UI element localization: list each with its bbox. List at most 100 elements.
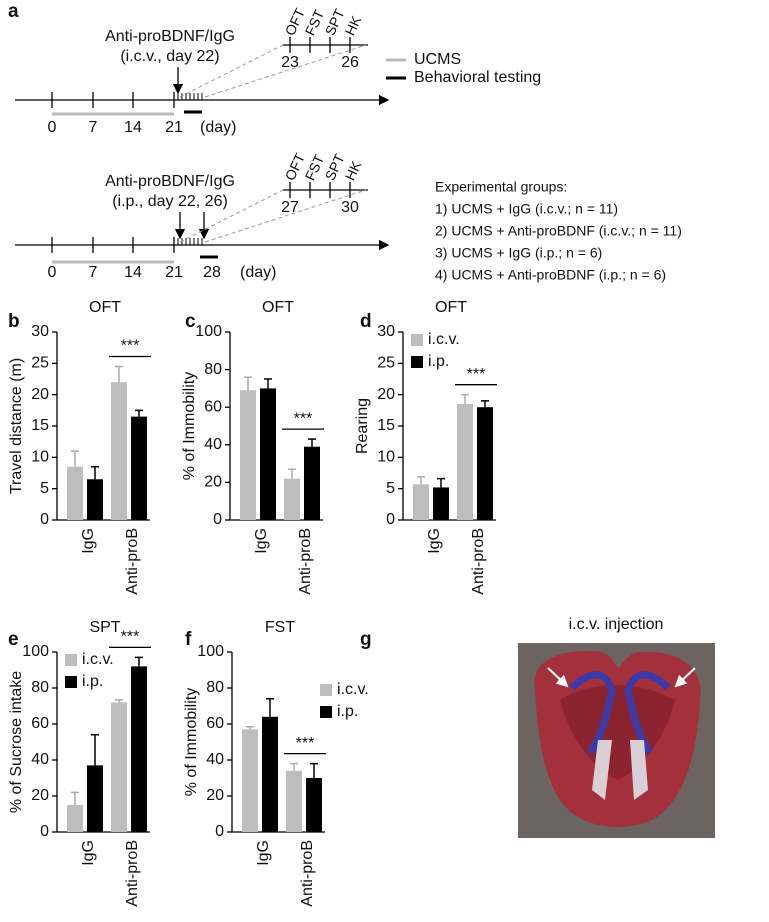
y-tick-label: 10: [31, 449, 49, 466]
error-bar: [71, 450, 79, 467]
bar: [304, 446, 320, 520]
panel-label: f: [185, 629, 192, 650]
y-tick-label: 15: [31, 417, 49, 434]
zoom-line: [204, 189, 367, 243]
panel-label: g: [360, 629, 372, 650]
bar: [242, 729, 258, 832]
test-label: HK: [342, 158, 365, 183]
y-tick-label: 20: [206, 787, 224, 804]
error-bar: [461, 393, 469, 405]
bar: [131, 416, 147, 520]
injection-label: Anti-proBDNF/IgG: [105, 173, 235, 190]
legend-label: UCMS: [414, 51, 461, 68]
inset-day: 23: [281, 54, 299, 71]
y-tick-label: 80: [31, 679, 49, 696]
bar: [67, 466, 83, 520]
y-tick-label: 0: [386, 511, 395, 528]
bar: [284, 478, 300, 520]
day-label: 14: [124, 264, 142, 281]
inset-day: 27: [281, 199, 299, 216]
y-tick-label: 0: [40, 823, 49, 840]
legend-label: i.p.: [82, 673, 103, 690]
x-tick-label: Anti-proB: [124, 840, 141, 907]
bar: [240, 390, 256, 520]
y-axis-label: Rearing: [354, 398, 371, 454]
y-tick-label: 40: [206, 751, 224, 768]
error-bar: [290, 762, 298, 771]
bar: [286, 770, 302, 832]
significance-label: ***: [121, 629, 140, 646]
chart-title: OFT: [89, 299, 121, 316]
y-tick-label: 60: [206, 715, 224, 732]
panel-label: c: [185, 311, 196, 332]
day-label: 21: [165, 119, 183, 136]
zoom-line: [204, 44, 367, 98]
inset-day: 26: [341, 54, 359, 71]
day-label: 7: [89, 119, 98, 136]
day-label: 7: [89, 264, 98, 281]
day-unit: (day): [200, 119, 236, 136]
error-bar: [310, 762, 318, 778]
error-bar: [91, 465, 99, 480]
panel-label: b: [8, 311, 20, 332]
group-item: 4) UCMS + Anti-proBDNF (i.p.; n = 6): [435, 267, 666, 283]
bar: [131, 666, 147, 832]
y-tick-label: 0: [215, 823, 224, 840]
significance-label: ***: [121, 338, 140, 355]
brain-photo: [518, 643, 715, 838]
error-bar: [288, 468, 296, 479]
zoom-line: [179, 44, 284, 98]
day-label: 14: [124, 119, 142, 136]
legend-swatch: [320, 684, 332, 696]
significance-label: ***: [467, 366, 486, 383]
inset-day: 30: [341, 199, 359, 216]
y-tick-label: 0: [40, 511, 49, 528]
error-bar: [135, 409, 143, 417]
error-bar: [481, 400, 489, 408]
y-axis-label: % of Sucrose intake: [8, 671, 25, 813]
bar: [87, 765, 103, 832]
day-label: 28: [203, 264, 221, 281]
y-tick-label: 80: [204, 361, 222, 378]
bar: [413, 484, 429, 520]
injection-sublabel: (i.p., day 22, 26): [112, 193, 228, 210]
image-title: i.c.v. injection: [569, 616, 664, 633]
y-tick-label: 15: [377, 417, 395, 434]
y-tick-label: 80: [206, 679, 224, 696]
error-bar: [437, 477, 445, 488]
bar: [262, 716, 278, 832]
bar: [111, 702, 127, 832]
y-tick-label: 10: [377, 449, 395, 466]
bar: [260, 388, 276, 520]
y-tick-label: 100: [22, 643, 49, 660]
y-tick-label: 5: [40, 480, 49, 497]
legend-label: Behavioral testing: [414, 69, 541, 86]
panel-label: d: [360, 311, 372, 332]
error-bar: [308, 438, 316, 447]
legend-swatch: [411, 334, 423, 346]
y-tick-label: 30: [31, 323, 49, 340]
x-tick-label: IgG: [80, 840, 97, 866]
test-label: HK: [342, 13, 365, 38]
error-bar: [264, 378, 272, 389]
y-tick-label: 5: [386, 480, 395, 497]
bar: [306, 778, 322, 832]
legend-swatch: [65, 676, 77, 688]
x-tick-label: IgG: [255, 840, 272, 866]
error-bar: [115, 698, 123, 703]
y-tick-label: 20: [204, 474, 222, 491]
legend-label: i.p.: [428, 353, 449, 370]
error-bar: [244, 376, 252, 391]
y-tick-label: 40: [204, 436, 222, 453]
chart-title: FST: [265, 619, 295, 636]
day-label: 21: [165, 264, 183, 281]
chart-title: OFT: [435, 299, 467, 316]
bar: [477, 407, 493, 520]
y-tick-label: 60: [31, 715, 49, 732]
y-tick-label: 0: [213, 511, 222, 528]
y-tick-label: 100: [195, 323, 222, 340]
panel-label: e: [8, 629, 19, 650]
y-tick-label: 100: [197, 643, 224, 660]
x-tick-label: Anti-proB: [299, 840, 316, 907]
